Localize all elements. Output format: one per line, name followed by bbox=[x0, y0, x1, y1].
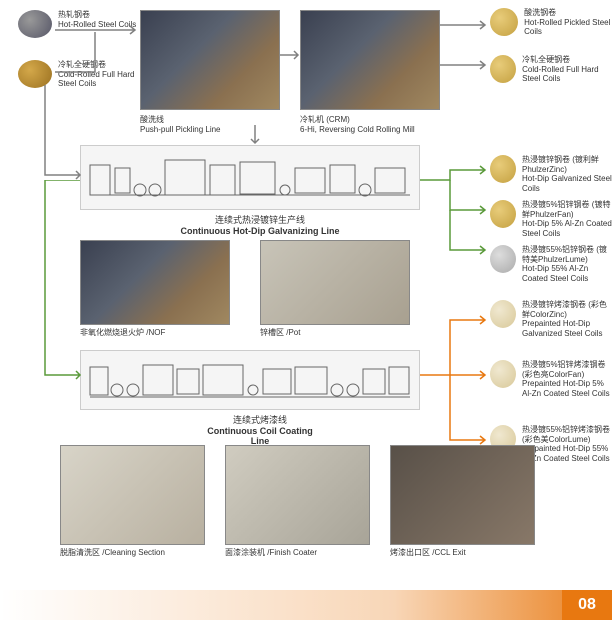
output-pickled: 酸洗钢卷 Hot-Rolled Pickled Steel Coils bbox=[490, 8, 612, 37]
arrow-cgl-outputs bbox=[420, 165, 490, 265]
coil-icon bbox=[490, 300, 516, 328]
coil-icon bbox=[490, 55, 516, 83]
photo-pickling bbox=[140, 10, 280, 110]
caption-ccl-exit: 烤漆出口区 /CCL Exit bbox=[390, 548, 466, 558]
caption-nof: 非氧化燃烧退火炉 /NOF bbox=[80, 328, 165, 338]
output-cold-rolled: 冷轧全硬钢卷 Cold-Rolled Full Hard Steel Coils bbox=[490, 55, 612, 84]
coil-icon bbox=[18, 10, 52, 38]
coil-icon bbox=[490, 8, 518, 36]
footer-gradient bbox=[0, 590, 562, 620]
output-prepaint-alzn5: 热浸镀5%铝锌烤漆钢卷 (彩色亮ColorFan) Prepainted Hot… bbox=[490, 360, 612, 398]
title-cgl: 连续式热浸镀锌生产线 Continuous Hot-Dip Galvanizin… bbox=[180, 213, 340, 236]
label: 热浸镀锌烤漆钢卷 (彩色鲜ColorZinc) Prepainted Hot-D… bbox=[522, 300, 612, 338]
arrow-down-cgl bbox=[250, 125, 260, 147]
diagram-ccl bbox=[80, 350, 420, 410]
caption-finish-coater: 面漆涂装机 /Finish Coater bbox=[225, 548, 317, 558]
photo-ccl-exit bbox=[390, 445, 535, 545]
caption-pickling: 酸洗线 Push-pull Pickling Line bbox=[140, 115, 221, 134]
photo-crm bbox=[300, 10, 440, 110]
photo-pot bbox=[260, 240, 410, 325]
arrow-input bbox=[55, 22, 145, 92]
page-number: 08 bbox=[562, 590, 612, 620]
caption-crm: 冷轧机 (CRM) 6-Hi, Reversing Cold Rolling M… bbox=[300, 115, 415, 134]
coil-icon bbox=[18, 60, 52, 88]
coil-icon bbox=[490, 155, 516, 183]
coil-icon bbox=[490, 245, 516, 273]
diagram-cgl bbox=[80, 145, 420, 210]
label: 热浸镀55%铝锌烤漆钢卷 (彩色美ColorLume) Prepainted H… bbox=[522, 425, 612, 463]
title-ccl: 连续式烤漆线 Continuous Coil Coating Line bbox=[200, 413, 320, 446]
coil-icon bbox=[490, 360, 516, 388]
output-alzn5: 热浸镀5%铝锌钢卷 (镀特鲜PhulzerFan) Hot-Dip 5% Al-… bbox=[490, 200, 612, 238]
label: 热浸镀5%铝锌钢卷 (镀特鲜PhulzerFan) Hot-Dip 5% Al-… bbox=[522, 200, 612, 238]
arrow-ccl-outputs bbox=[420, 315, 490, 465]
arrow-cgl-ccl bbox=[40, 180, 85, 380]
coil-icon bbox=[490, 200, 516, 228]
label: 热浸镀锌钢卷 (镀利鲜PhulzerZinc) Hot-Dip Galvaniz… bbox=[522, 155, 612, 193]
output-galvanized: 热浸镀锌钢卷 (镀利鲜PhulzerZinc) Hot-Dip Galvaniz… bbox=[490, 155, 612, 193]
output-alzn55: 热浸镀55%铝锌钢卷 (镀特美PhulzerLume) Hot-Dip 55% … bbox=[490, 245, 612, 283]
output-prepaint-galv: 热浸镀锌烤漆钢卷 (彩色鲜ColorZinc) Prepainted Hot-D… bbox=[490, 300, 612, 338]
arrow-cr-to-cgl bbox=[40, 85, 85, 180]
arrow-pickling-crm bbox=[280, 50, 302, 60]
caption-cleaning: 脱脂清洗区 /Cleaning Section bbox=[60, 548, 165, 558]
label: 热浸镀5%铝锌烤漆钢卷 (彩色亮ColorFan) Prepainted Hot… bbox=[522, 360, 612, 398]
process-flow-diagram: 热轧钢卷 Hot-Rolled Steel Coils 冷轧全硬钢卷 Cold-… bbox=[0, 0, 612, 620]
photo-nof bbox=[80, 240, 230, 325]
photo-finish-coater bbox=[225, 445, 370, 545]
machine-schematic bbox=[85, 355, 415, 405]
caption-pot: 锌槽区 /Pot bbox=[260, 328, 300, 338]
label: 热浸镀55%铝锌钢卷 (镀特美PhulzerLume) Hot-Dip 55% … bbox=[522, 245, 612, 283]
machine-schematic bbox=[85, 150, 415, 205]
label: 冷轧全硬钢卷 Cold-Rolled Full Hard Steel Coils bbox=[522, 55, 612, 84]
arrow-top-outputs bbox=[440, 15, 490, 75]
photo-cleaning bbox=[60, 445, 205, 545]
label: 酸洗钢卷 Hot-Rolled Pickled Steel Coils bbox=[524, 8, 612, 37]
